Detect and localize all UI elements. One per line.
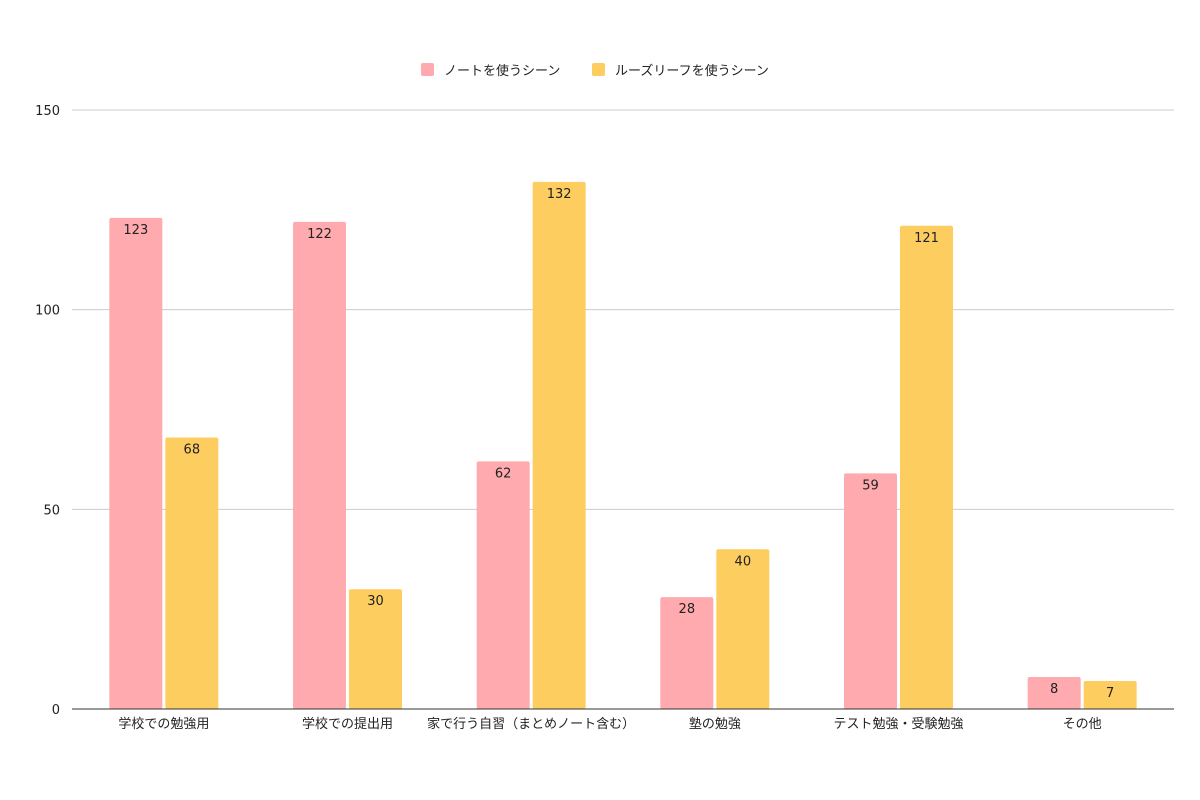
data-label: 7 [1106, 686, 1114, 701]
bar-note-4 [660, 597, 714, 709]
category-label-1: 学校での勉強用 [118, 716, 209, 732]
category-label-3: 家で行う自習（まとめノート含む） [427, 716, 635, 732]
bar-loose-leaf-2 [349, 589, 402, 709]
data-label: 122 [307, 227, 332, 242]
legend: ノートを使うシーン ルーズリーフを使うシーン [421, 63, 769, 79]
bars [109, 181, 1137, 709]
bar-note-6 [1027, 677, 1081, 709]
bar-loose-leaf-3 [532, 181, 586, 709]
y-tick-label: 0 [52, 703, 60, 718]
data-label: 28 [679, 602, 696, 617]
y-tick-label: 100 [35, 304, 60, 319]
bar-loose-leaf-6 [1083, 681, 1137, 709]
category-label-2: 学校での提出用 [302, 716, 393, 732]
bar-note-1 [109, 217, 163, 709]
data-label: 59 [862, 478, 879, 493]
data-label: 40 [735, 554, 752, 569]
gridlines [72, 109, 1174, 510]
legend-swatch-2 [592, 63, 605, 76]
data-labels: 123 68 122 30 62 132 28 40 59 121 8 7 [123, 187, 1114, 701]
category-label-4: 塾の勉強 [689, 716, 741, 732]
legend-label-2: ルーズリーフを使うシーン [615, 63, 769, 79]
legend-label-1: ノートを使うシーン [444, 63, 560, 79]
data-label: 8 [1050, 682, 1058, 697]
data-label: 123 [123, 223, 148, 238]
y-tick-label: 150 [35, 104, 60, 119]
bar-loose-leaf-5 [900, 225, 953, 709]
data-label: 132 [547, 187, 572, 202]
category-label-5: テスト勉強・受験勉強 [833, 717, 963, 732]
category-label-6: その他 [1063, 717, 1102, 732]
y-tick-label: 50 [43, 503, 60, 518]
bar-note-2 [293, 221, 346, 709]
data-label: 68 [184, 442, 201, 457]
data-label: 121 [914, 231, 939, 246]
x-axis: 学校での勉強用 学校での提出用 家で行う自習（まとめノート含む） 塾の勉強 テスト勉強・… [72, 708, 1174, 732]
bar-note-3 [476, 461, 530, 709]
bar-loose-leaf-4 [716, 549, 770, 709]
data-label: 62 [495, 466, 512, 481]
legend-swatch-1 [421, 63, 434, 76]
bar-loose-leaf-1 [165, 437, 219, 709]
data-label: 30 [367, 594, 384, 609]
bar-note-5 [844, 473, 897, 709]
y-axis: 0 50 100 150 [35, 104, 60, 718]
